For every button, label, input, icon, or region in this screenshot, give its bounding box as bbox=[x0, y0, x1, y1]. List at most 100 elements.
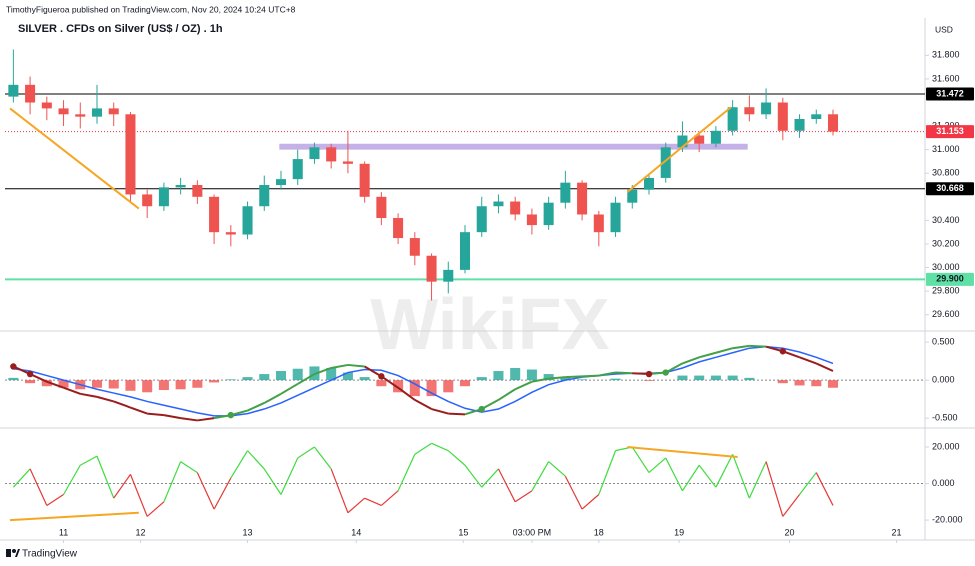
y-tick-label: -20.000 bbox=[932, 514, 963, 524]
macd-segment bbox=[96, 395, 114, 403]
candle-body bbox=[526, 214, 537, 226]
candle-body bbox=[643, 177, 655, 190]
oscillator-segment bbox=[330, 468, 349, 513]
y-tick-label: 31.000 bbox=[932, 144, 960, 154]
histogram-bar bbox=[175, 380, 186, 390]
level-tag bbox=[926, 87, 974, 101]
macd-segment bbox=[80, 392, 98, 398]
histogram-bar bbox=[158, 380, 169, 391]
histogram-bar bbox=[292, 368, 303, 381]
macd-segment bbox=[364, 365, 382, 378]
candle-body bbox=[192, 185, 203, 197]
histogram-bar bbox=[326, 367, 337, 381]
macd-segment bbox=[314, 367, 332, 375]
candle-body bbox=[326, 147, 337, 162]
macd-segment bbox=[582, 374, 599, 378]
oscillator-segment bbox=[96, 455, 115, 499]
macd-segment bbox=[715, 347, 733, 354]
histogram-bar bbox=[125, 380, 136, 391]
oscillator-segment bbox=[347, 497, 366, 514]
trendline bbox=[627, 445, 738, 459]
level-label: 31.472 bbox=[936, 88, 964, 98]
y-tick-label: 31.600 bbox=[932, 73, 960, 83]
histogram-bar bbox=[476, 377, 487, 381]
histogram-bar bbox=[459, 380, 471, 387]
macd-segment bbox=[280, 383, 299, 395]
histogram-bar bbox=[426, 380, 437, 397]
macd-segment bbox=[347, 363, 365, 368]
x-tick-label: 11 bbox=[59, 527, 68, 537]
oscillator-segment bbox=[79, 455, 98, 466]
macd-segment bbox=[331, 363, 349, 369]
macd-segment bbox=[397, 386, 416, 401]
macd-segment bbox=[414, 399, 433, 410]
histogram-bar bbox=[827, 380, 839, 388]
histogram-bar bbox=[275, 371, 287, 381]
oscillator-segment bbox=[497, 468, 516, 503]
candle-body bbox=[91, 108, 103, 117]
histogram-bar bbox=[643, 380, 655, 381]
y-tick-label: -0.500 bbox=[932, 413, 958, 423]
candle-body bbox=[158, 187, 169, 207]
candle-body bbox=[275, 179, 287, 186]
candle-body bbox=[376, 196, 387, 219]
macd-segment bbox=[297, 373, 315, 385]
trendline bbox=[9, 511, 139, 522]
oscillator-segment bbox=[213, 477, 232, 510]
oscillator-segment bbox=[581, 494, 600, 510]
y-tick-label: 0.000 bbox=[932, 478, 955, 488]
x-tick-label: 20 bbox=[785, 527, 795, 537]
candle-body bbox=[794, 119, 805, 131]
y-tick-label: 30.400 bbox=[932, 215, 960, 225]
macd-segment bbox=[247, 402, 265, 412]
histogram-bar bbox=[510, 367, 521, 381]
macd-segment bbox=[749, 344, 767, 348]
trendline bbox=[626, 106, 732, 193]
oscillator-segment bbox=[180, 461, 198, 474]
oscillator-segment bbox=[46, 493, 64, 506]
macd-segment bbox=[615, 371, 633, 375]
trendline bbox=[9, 107, 140, 210]
oscillator-segment bbox=[732, 454, 750, 499]
histogram-bar bbox=[209, 380, 220, 383]
oscillator-segment bbox=[715, 454, 734, 488]
oscillator-segment bbox=[297, 446, 315, 459]
macd-segment bbox=[113, 400, 131, 409]
candle-body bbox=[761, 102, 772, 115]
macd-segment bbox=[565, 375, 583, 379]
histogram-bar bbox=[225, 379, 236, 381]
macd-segment bbox=[732, 344, 750, 350]
macd-segment bbox=[531, 377, 549, 383]
oscillator-segment bbox=[531, 461, 550, 492]
macd-segment bbox=[682, 356, 700, 365]
candle-body bbox=[777, 102, 788, 131]
candle-body bbox=[443, 269, 454, 282]
cross-dot bbox=[378, 373, 385, 380]
histogram-bar bbox=[777, 380, 788, 384]
histogram-bar bbox=[259, 374, 270, 381]
level-tag bbox=[926, 182, 974, 196]
macd-segment bbox=[514, 380, 533, 391]
y-tick-label: 29.800 bbox=[932, 285, 960, 295]
y-tick-label: 29.600 bbox=[932, 309, 960, 319]
candle-body bbox=[142, 194, 153, 207]
candle-body bbox=[744, 107, 755, 115]
oscillator-segment bbox=[681, 464, 700, 492]
candle-body bbox=[543, 202, 554, 226]
candle-body bbox=[476, 206, 487, 233]
x-tick-label: 13 bbox=[243, 527, 253, 537]
histogram-bar bbox=[25, 380, 36, 384]
candle-body bbox=[627, 189, 638, 203]
last-price-label: 31.153 bbox=[936, 126, 964, 136]
y-tick-label: 30.800 bbox=[932, 168, 960, 178]
histogram-bar bbox=[543, 374, 554, 381]
macd-segment bbox=[448, 412, 466, 416]
histogram-bar bbox=[142, 380, 153, 393]
oscillator-segment bbox=[414, 442, 432, 455]
macd-segment bbox=[130, 406, 148, 415]
histogram-bar bbox=[694, 375, 705, 381]
candle-body bbox=[342, 161, 353, 164]
candle-body bbox=[259, 185, 270, 207]
oscillator-segment bbox=[247, 450, 265, 470]
histogram-bar bbox=[794, 380, 805, 386]
